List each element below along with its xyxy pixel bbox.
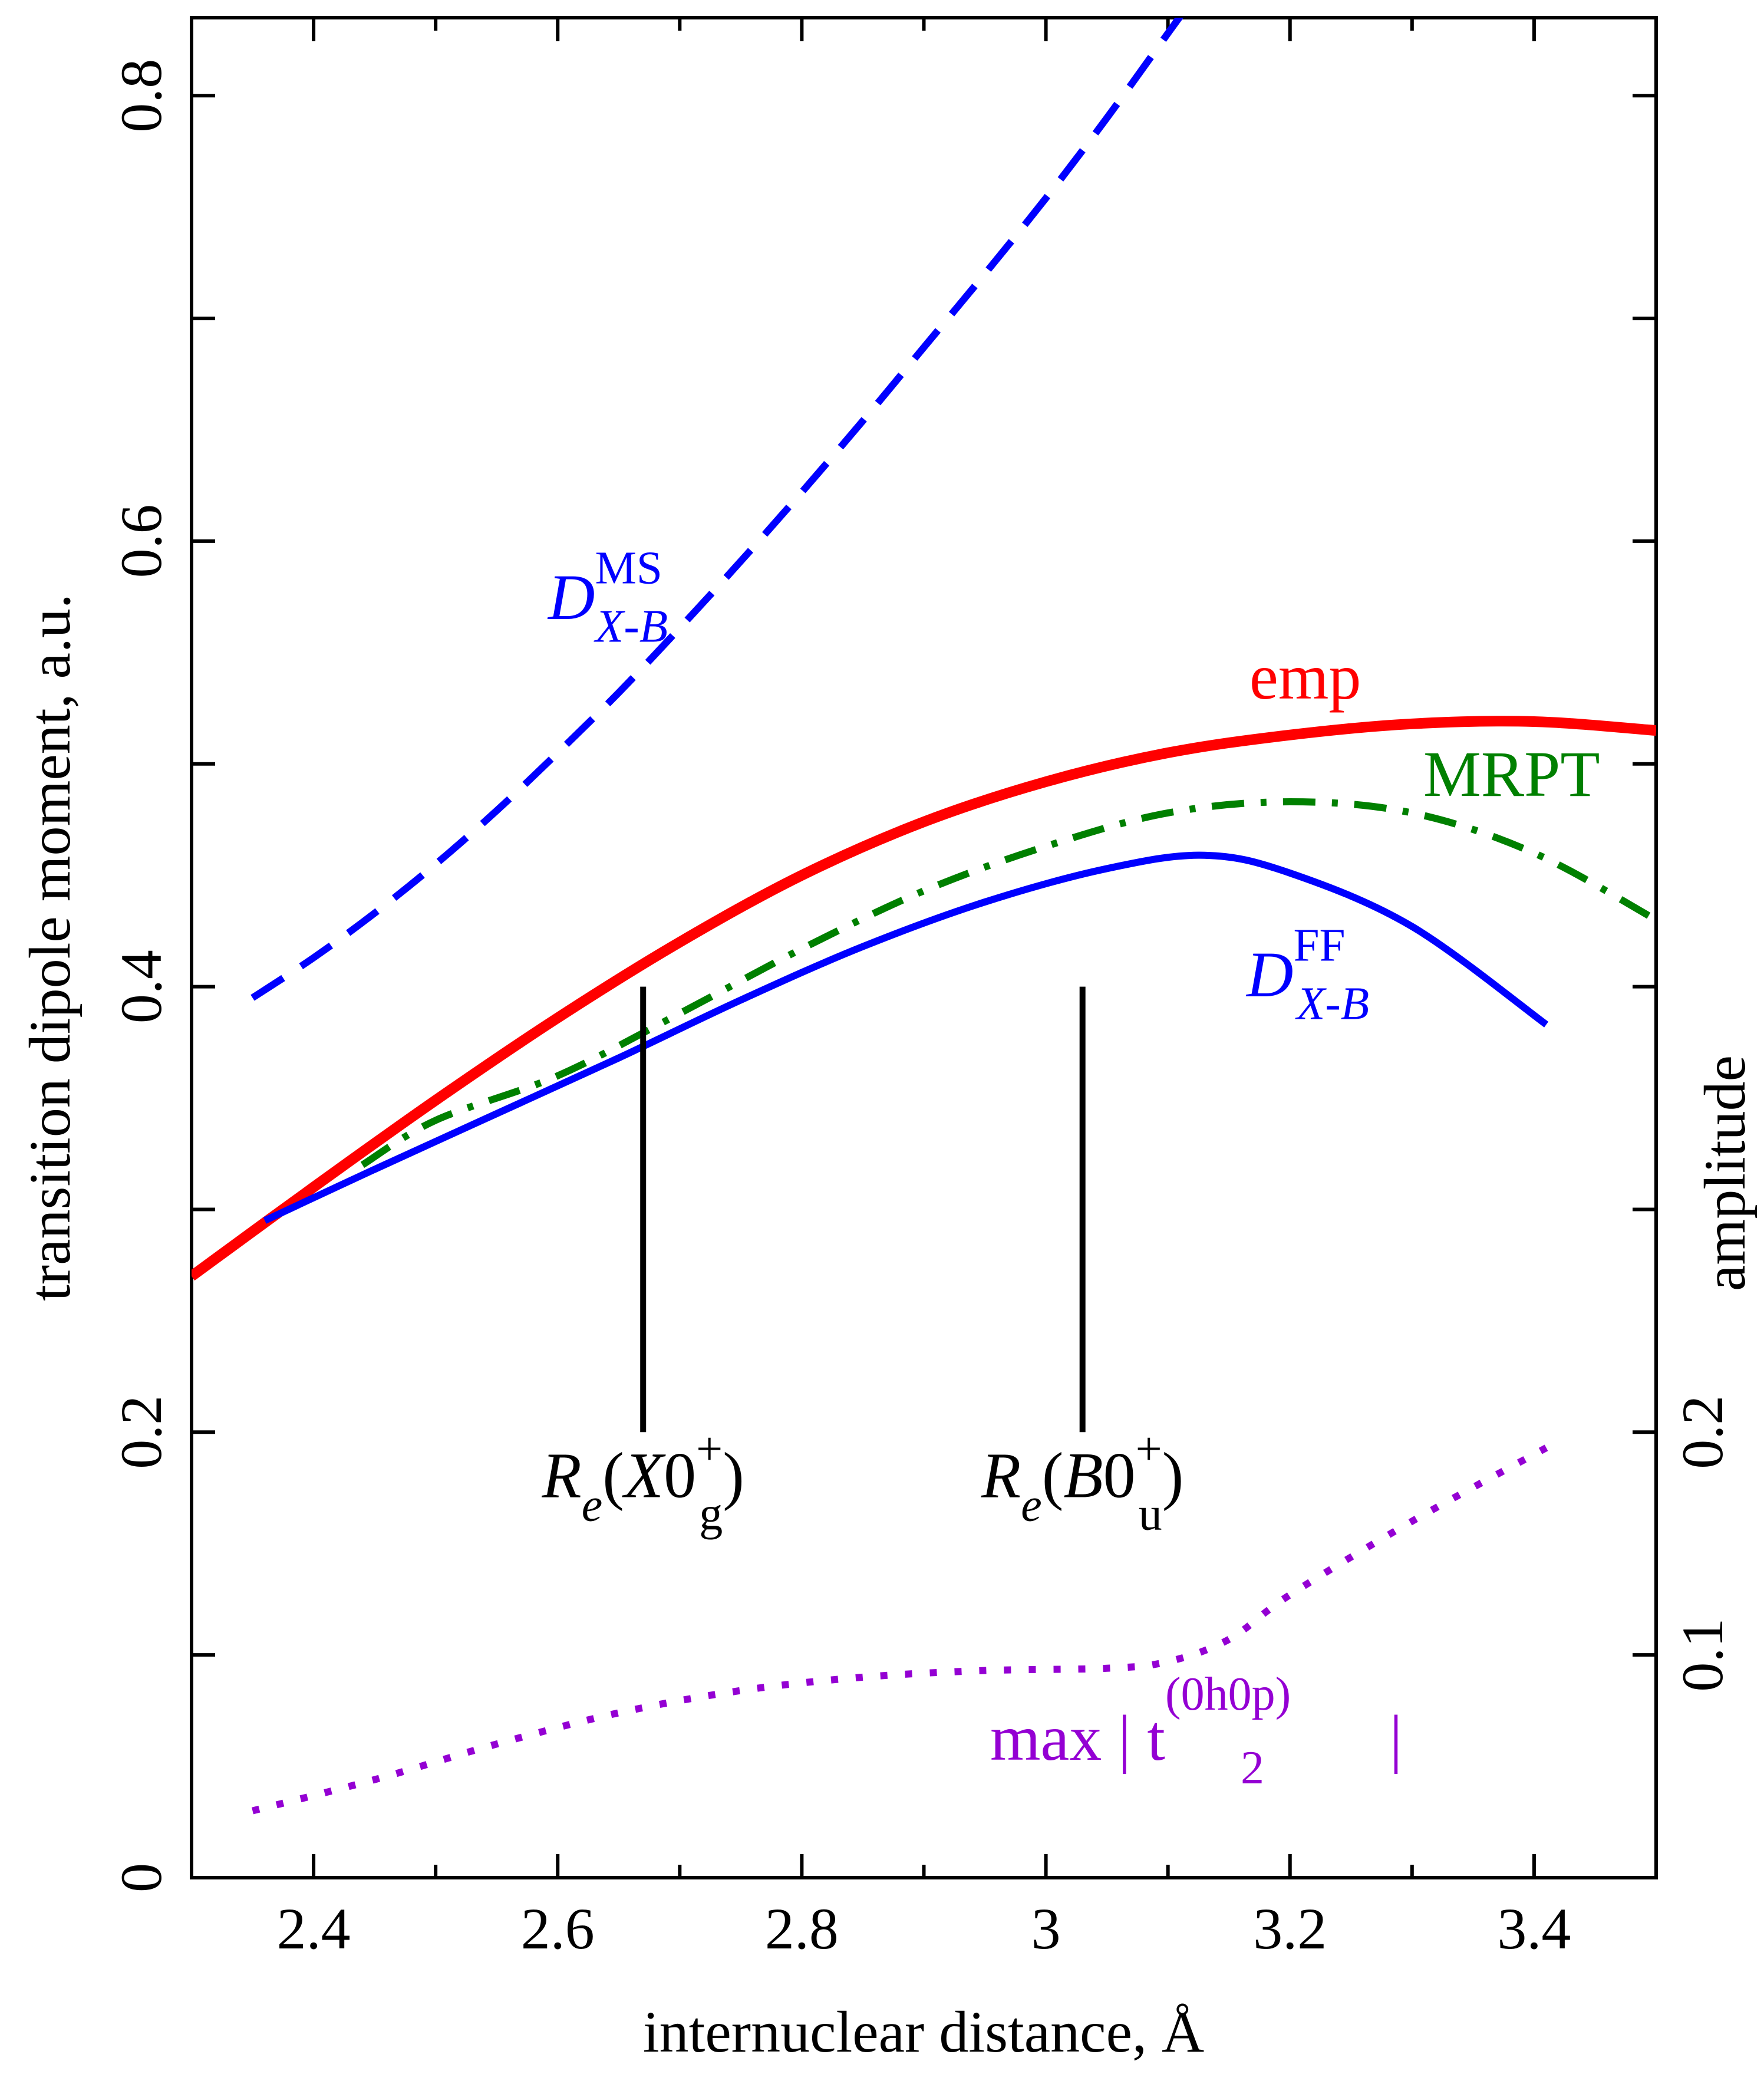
- mrpt-curve: [360, 798, 1656, 1168]
- right-tick-label: 0.2: [1670, 1395, 1735, 1469]
- x-tick-label: 2.6: [521, 1896, 595, 1961]
- y-tick-label: 0.2: [108, 1395, 174, 1469]
- right-tick-label: 0.1: [1670, 1618, 1735, 1692]
- ff-dipole-label: DFF X-B: [1245, 920, 1369, 1030]
- y-tick-label: 0: [108, 1863, 174, 1892]
- x-tick-label: 2.4: [277, 1896, 351, 1961]
- equilibrium-markers: Re(X0+ g) Re(B0+ u): [542, 986, 1183, 1540]
- ms-dipole-label: DMS X-B: [547, 542, 668, 653]
- y-tick-label: 0.8: [108, 59, 174, 133]
- ff-dipole-curve: [263, 851, 1549, 1224]
- y-tick-label: 0.4: [108, 950, 174, 1023]
- equilibrium-marker-label: Re(X0+ g): [542, 1423, 744, 1540]
- x-tick-label: 3.2: [1253, 1896, 1327, 1961]
- right-axis-label: amplitude: [1692, 1055, 1758, 1291]
- emp-label: emp: [1249, 641, 1361, 713]
- x-tick-label: 3: [1031, 1896, 1061, 1961]
- equilibrium-marker-label: Re(B0+ u): [981, 1423, 1183, 1540]
- mrpt-label: MRPT: [1423, 738, 1600, 810]
- ms-dipole-curve: [250, 18, 1184, 1001]
- emp-curve: [192, 716, 1656, 1281]
- data-curves: [192, 18, 1656, 1815]
- amplitude-label: max | t(0h0p) 2 |: [990, 1668, 1403, 1794]
- x-tick-label: 2.8: [765, 1896, 839, 1961]
- series-labels: DMS X-B emp MRPT DFF X-B max | t(0h0p) 2 |: [547, 542, 1600, 1795]
- y-tick-label: 0.6: [108, 504, 174, 578]
- x-axis-label: internuclear distance, Å: [643, 1999, 1204, 2065]
- amplitude-curve: [252, 1444, 1548, 1815]
- x-tick-label: 3.4: [1497, 1896, 1571, 1961]
- y-axis-label: transition dipole moment, a.u.: [17, 594, 83, 1301]
- plot-frame: [190, 16, 1658, 1879]
- axis-ticks: 2.4 2.6 2.8 3 3.2 3.4 0 0.2 0.4 0.6 0.8 0.1 0.2: [108, 18, 1735, 1961]
